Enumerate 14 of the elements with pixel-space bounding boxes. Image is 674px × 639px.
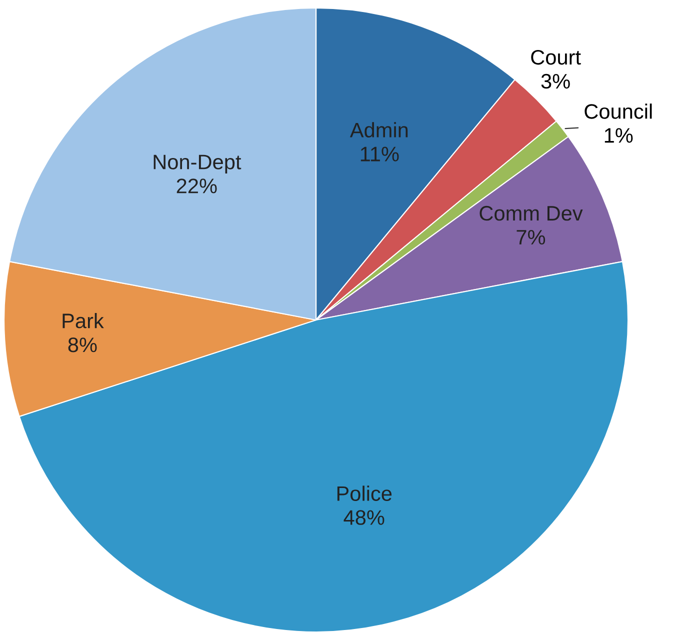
data-label: 3% [541,74,570,89]
slice-label: Comm Dev [480,206,583,221]
data-label: 11% [360,146,399,162]
data-label: 22% [176,178,217,194]
slice-label: Admin [350,122,408,138]
slice-label: Court [531,50,581,65]
slice-label: Non-Dept [154,154,242,174]
data-label: 7% [516,230,546,245]
slice-label: Council [584,104,652,119]
data-label: 48% [344,510,384,525]
slice-label: Park [62,313,104,328]
data-label: 1% [604,128,633,143]
slice-label: Police [337,486,392,501]
data-label: 8% [68,338,97,352]
